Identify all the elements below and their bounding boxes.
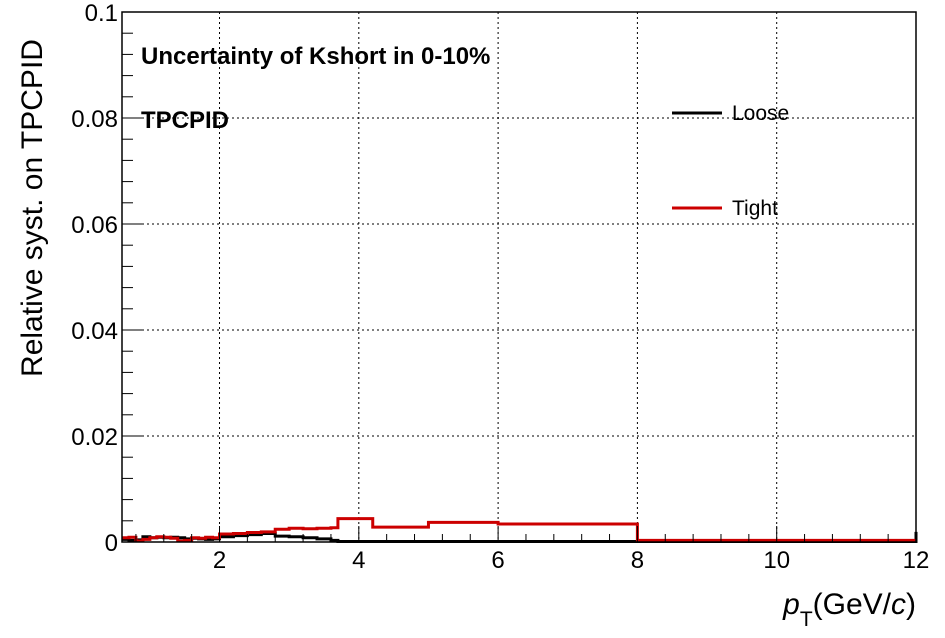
y-tick-label: 0.06 bbox=[71, 212, 118, 239]
x-tick-label: 4 bbox=[352, 547, 365, 574]
annotation-tpcpid: TPCPID bbox=[141, 107, 229, 134]
legend: Loose Tight bbox=[672, 102, 789, 220]
annotation-title: Uncertainty of Kshort in 0-10% bbox=[141, 43, 490, 70]
tick-labels: 2 4 6 8 10 12 0 0.02 0.04 0.06 0.08 0.1 bbox=[71, 0, 929, 574]
grid bbox=[122, 12, 916, 542]
x-tick-label: 8 bbox=[631, 547, 644, 574]
x-tick-label: 2 bbox=[213, 547, 226, 574]
x-tick-label: 12 bbox=[903, 547, 930, 574]
y-tick-label: 0 bbox=[105, 530, 118, 557]
y-axis-title: Relative syst. on TPCPID bbox=[16, 39, 49, 377]
series-group bbox=[122, 517, 918, 543]
y-tick-label: 0.02 bbox=[71, 424, 118, 451]
legend-label-loose: Loose bbox=[732, 102, 789, 125]
y-tick-label: 0.08 bbox=[71, 106, 118, 133]
series-line-tight bbox=[122, 517, 916, 543]
y-tick-label: 0.04 bbox=[71, 318, 118, 345]
x-axis-title: pT(GeV/c) bbox=[782, 588, 916, 631]
axis-ticks bbox=[122, 11, 917, 543]
legend-label-tight: Tight bbox=[732, 197, 778, 220]
y-tick-label: 0.1 bbox=[85, 0, 118, 27]
x-tick-label: 10 bbox=[763, 547, 790, 574]
plot-frame bbox=[121, 11, 917, 543]
x-tick-label: 6 bbox=[491, 547, 504, 574]
